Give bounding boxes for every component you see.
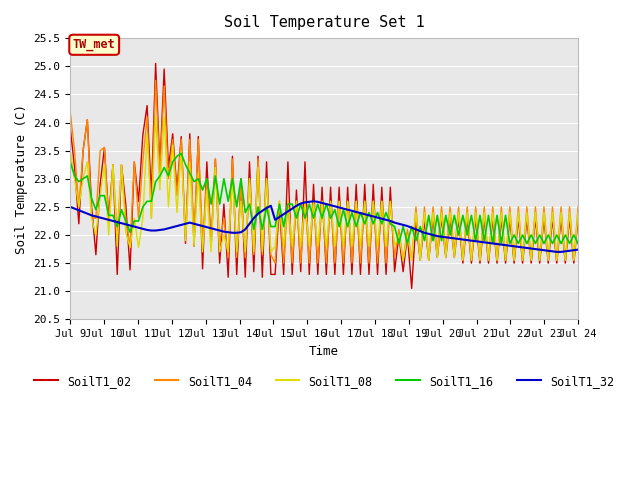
Title: Soil Temperature Set 1: Soil Temperature Set 1 <box>224 15 424 30</box>
Y-axis label: Soil Temperature (C): Soil Temperature (C) <box>15 104 28 254</box>
X-axis label: Time: Time <box>309 345 339 358</box>
Text: TW_met: TW_met <box>73 38 116 51</box>
Legend: SoilT1_02, SoilT1_04, SoilT1_08, SoilT1_16, SoilT1_32: SoilT1_02, SoilT1_04, SoilT1_08, SoilT1_… <box>29 370 619 392</box>
